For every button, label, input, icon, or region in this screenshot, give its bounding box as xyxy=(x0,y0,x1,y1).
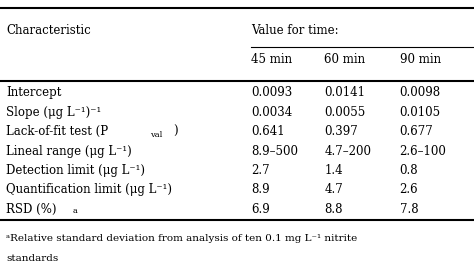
Text: ): ) xyxy=(173,125,178,138)
Text: 0.8: 0.8 xyxy=(400,164,418,177)
Text: 90 min: 90 min xyxy=(400,53,441,66)
Text: Detection limit (μg L⁻¹): Detection limit (μg L⁻¹) xyxy=(6,164,145,177)
Text: RSD (%): RSD (%) xyxy=(6,203,56,216)
Text: Slope (μg L⁻¹)⁻¹: Slope (μg L⁻¹)⁻¹ xyxy=(6,106,101,119)
Text: 8.9–500: 8.9–500 xyxy=(251,145,298,158)
Text: 8.8: 8.8 xyxy=(324,203,343,216)
Text: 1.4: 1.4 xyxy=(324,164,343,177)
Text: 4.7: 4.7 xyxy=(324,183,343,196)
Text: 6.9: 6.9 xyxy=(251,203,270,216)
Text: 60 min: 60 min xyxy=(324,53,365,66)
Text: Lack-of-fit test (P: Lack-of-fit test (P xyxy=(6,125,108,138)
Text: 0.677: 0.677 xyxy=(400,125,433,138)
Text: 7.8: 7.8 xyxy=(400,203,418,216)
Text: Lineal range (μg L⁻¹): Lineal range (μg L⁻¹) xyxy=(6,145,132,158)
Text: 0.0141: 0.0141 xyxy=(324,86,365,99)
Text: 0.0055: 0.0055 xyxy=(324,106,365,119)
Text: 0.0093: 0.0093 xyxy=(251,86,292,99)
Text: 0.641: 0.641 xyxy=(251,125,285,138)
Text: 45 min: 45 min xyxy=(251,53,292,66)
Text: 2.6–100: 2.6–100 xyxy=(400,145,447,158)
Text: 0.0098: 0.0098 xyxy=(400,86,441,99)
Text: Intercept: Intercept xyxy=(6,86,62,99)
Text: val: val xyxy=(150,131,162,139)
Text: 0.397: 0.397 xyxy=(324,125,358,138)
Text: standards: standards xyxy=(6,254,58,263)
Text: 4.7–200: 4.7–200 xyxy=(324,145,371,158)
Text: 8.9: 8.9 xyxy=(251,183,270,196)
Text: a: a xyxy=(73,208,78,215)
Text: 2.7: 2.7 xyxy=(251,164,270,177)
Text: ᵃRelative standard deviation from analysis of ten 0.1 mg L⁻¹ nitrite: ᵃRelative standard deviation from analys… xyxy=(6,234,357,243)
Text: 0.0105: 0.0105 xyxy=(400,106,441,119)
Text: Quantification limit (μg L⁻¹): Quantification limit (μg L⁻¹) xyxy=(6,183,172,196)
Text: Value for time:: Value for time: xyxy=(251,24,339,37)
Text: 0.0034: 0.0034 xyxy=(251,106,292,119)
Text: Characteristic: Characteristic xyxy=(6,24,91,37)
Text: 2.6: 2.6 xyxy=(400,183,418,196)
